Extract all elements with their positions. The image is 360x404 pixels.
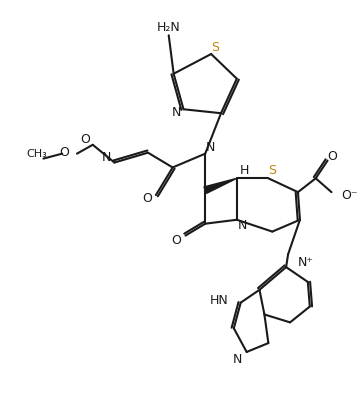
Text: O: O (328, 150, 337, 163)
Text: O: O (59, 146, 69, 159)
Text: N: N (238, 219, 247, 232)
Text: H: H (240, 164, 249, 177)
Text: O: O (80, 133, 90, 146)
Text: O⁻: O⁻ (341, 189, 358, 202)
Text: CH₃: CH₃ (27, 149, 48, 159)
Text: N: N (102, 151, 111, 164)
Text: N⁺: N⁺ (298, 256, 314, 269)
Text: S: S (268, 164, 276, 177)
Text: N: N (233, 354, 243, 366)
Text: H₂N: H₂N (157, 21, 181, 34)
Polygon shape (204, 178, 237, 194)
Text: S: S (211, 41, 219, 54)
Text: HN: HN (210, 294, 229, 307)
Text: N: N (172, 106, 181, 119)
Text: O: O (172, 234, 181, 247)
Text: N: N (206, 141, 215, 154)
Text: O: O (142, 191, 152, 204)
